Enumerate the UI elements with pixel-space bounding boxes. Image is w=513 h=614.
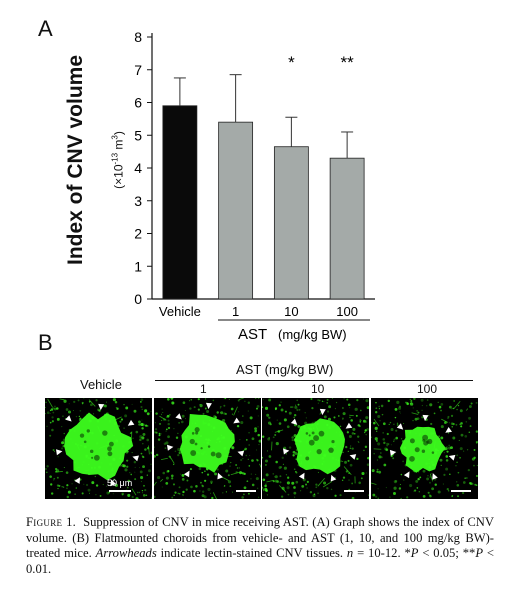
panel-b-letter: B: [38, 330, 53, 355]
y-tick-label: 5: [134, 127, 142, 143]
choroid-image-ast-1: [154, 398, 261, 499]
choroid-image-vehicle: 50 μm: [45, 398, 152, 499]
arrowhead-icon: [110, 479, 117, 487]
choroid-image-ast-10: [262, 398, 369, 499]
arrowhead-icon: [56, 449, 63, 456]
arrowhead-icon: [345, 422, 353, 429]
x-tick-label: 1: [232, 304, 239, 319]
arrowhead-icon: [167, 444, 174, 451]
arrowhead-icon: [175, 413, 182, 420]
arrowhead-icon: [98, 403, 105, 411]
arrowhead-icon: [132, 455, 139, 462]
significance-mark: *: [288, 53, 295, 72]
bar-1: [218, 121, 254, 300]
scale-bar: [109, 490, 131, 492]
bar-vehicle: [162, 105, 198, 300]
y-tick-label: 3: [134, 193, 142, 209]
cnv-lesion: [294, 418, 345, 475]
arrowhead-icon: [422, 414, 429, 422]
arrowhead-icon: [298, 472, 305, 480]
arrowhead-icon: [206, 402, 212, 410]
caption-sentence-2: indicate lectin-stained CNV tissues.: [160, 546, 344, 560]
cnv-lesion: [179, 414, 235, 473]
arrowhead-icon: [237, 450, 245, 457]
dose-label-1: 1: [200, 382, 207, 396]
arrowhead-icon: [448, 454, 456, 461]
scale-bar: [236, 490, 256, 492]
figure-number: Figure 1.: [26, 515, 77, 529]
dose-label-10: 10: [311, 382, 325, 396]
arrowhead-icon: [445, 427, 452, 433]
x-tick-labels: Vehicle 1 10 100: [159, 304, 358, 319]
arrowhead-icon: [403, 471, 410, 479]
arrowhead-icon: [330, 474, 337, 482]
bar-100: [329, 157, 365, 300]
error-bars: [173, 74, 354, 159]
y-tick-label: 8: [134, 29, 142, 45]
arrowhead-icon: [290, 418, 298, 425]
panel-b-header: AST (mg/kg BW): [236, 362, 334, 377]
y-tick-label: 7: [134, 62, 142, 78]
arrowhead-icon: [74, 477, 80, 484]
arrowhead-icon: [349, 454, 357, 460]
y-tick-label: 0: [134, 291, 142, 307]
arrowhead-icon: [319, 408, 326, 416]
choroid-image-ast-100: [371, 398, 478, 499]
y-tick-label: 6: [134, 95, 142, 111]
scale-bar-label: 50 μm: [107, 478, 133, 488]
bar-10: [273, 146, 309, 300]
vehicle-label: Vehicle: [80, 377, 122, 392]
panel-b-header-line: [155, 380, 473, 381]
arrowhead-icon: [432, 473, 438, 480]
scale-bar: [451, 490, 471, 492]
significance-marks: * **: [288, 53, 354, 72]
panel-a-letter: A: [38, 16, 53, 41]
group-unit: (mg/kg BW): [278, 327, 347, 342]
caption-arrowheads: Arrowheads: [95, 546, 157, 560]
y-ticks: 0 1 2 3 4 5 6 7 8: [134, 29, 152, 307]
significance-mark: **: [341, 53, 355, 72]
x-tick-label: 100: [336, 304, 358, 319]
dose-label-100: 100: [417, 382, 438, 396]
figure-caption: Figure 1. Suppression of CNV in mice rec…: [26, 515, 495, 576]
x-tick-label: 10: [284, 304, 298, 319]
caption-sentence-1: Suppression of CNV in mice receiving AST…: [26, 515, 494, 560]
arrowhead-icon: [127, 419, 135, 426]
bars: [162, 105, 365, 300]
arrowhead-icon: [183, 470, 190, 478]
caption-n: n: [346, 546, 354, 560]
scale-bar: [344, 490, 364, 492]
cnv-lesion: [64, 412, 134, 481]
arrowhead-icon: [65, 415, 72, 422]
arrowhead-icon: [217, 472, 223, 480]
y-tick-label: 1: [134, 258, 142, 274]
arrowhead-icon: [396, 423, 404, 430]
y-tick-label: 2: [134, 226, 142, 242]
arrowhead-icon: [283, 448, 290, 455]
arrowhead-icon: [389, 449, 397, 456]
x-tick-label: Vehicle: [159, 304, 201, 319]
y-tick-label: 4: [134, 160, 142, 176]
arrowhead-icon: [233, 417, 240, 424]
group-label: AST: [238, 326, 267, 343]
